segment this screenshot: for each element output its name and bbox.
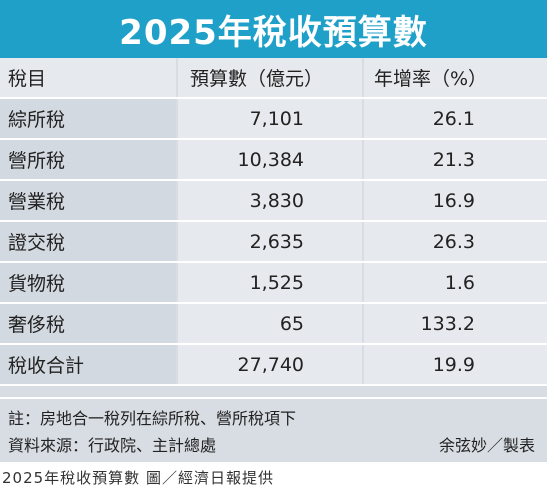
tax-item-cell: 綜所稅 — [0, 99, 176, 138]
table-row: 證交稅 2,635 26.3 — [0, 222, 547, 263]
header-budget: 預算數（億元） — [178, 58, 362, 97]
tax-item-cell: 貨物稅 — [0, 263, 176, 302]
table-row: 貨物稅 1,525 1.6 — [0, 263, 547, 304]
budget-cell: 65 — [178, 304, 362, 343]
tax-item-cell: 稅收合計 — [0, 345, 176, 384]
table-row: 綜所稅 7,101 26.1 — [0, 99, 547, 140]
budget-cell: 1,525 — [178, 263, 362, 302]
tax-item-cell: 證交稅 — [0, 222, 176, 261]
table-body: 綜所稅 7,101 26.1 營所稅 10,384 21.3 營業稅 3,830 16.9 證交稅… — [0, 99, 547, 386]
growth-cell: 26.1 — [364, 99, 547, 138]
table-row: 營業稅 3,830 16.9 — [0, 181, 547, 222]
table-header: 稅目 預算數（億元） 年增率（%） — [0, 58, 547, 99]
growth-cell: 19.9 — [364, 345, 547, 384]
notes-section: 註：房地合一稅列在綜所稅、營所稅項下 資料來源：行政院、主計總處 余弦妙／製表 — [0, 397, 547, 462]
budget-cell: 27,740 — [178, 345, 362, 384]
growth-cell: 133.2 — [364, 304, 547, 343]
title-bar: 2025年稅收預算數 — [0, 0, 547, 58]
budget-cell: 10,384 — [178, 140, 362, 179]
table-row: 奢侈稅 65 133.2 — [0, 304, 547, 345]
growth-cell: 26.3 — [364, 222, 547, 261]
header-growth: 年增率（%） — [364, 58, 547, 97]
table-row: 稅收合計 27,740 19.9 — [0, 345, 547, 386]
source-line: 資料來源：行政院、主計總處 — [8, 436, 217, 455]
budget-cell: 3,830 — [178, 181, 362, 220]
budget-cell: 2,635 — [178, 222, 362, 261]
tax-item-cell: 營業稅 — [0, 181, 176, 220]
footnote: 註：房地合一稅列在綜所稅、營所稅項下 — [8, 409, 297, 428]
image-caption: 2025年稅收預算數 圖／經濟日報提供 — [2, 469, 274, 487]
budget-table: 稅目 預算數（億元） 年增率（%） 綜所稅 7,101 26.1 營所稅 10,384 2… — [0, 58, 547, 386]
chart-title: 2025年稅收預算數 — [119, 12, 428, 53]
credit-line: 余弦妙／製表 — [438, 436, 535, 455]
growth-cell: 1.6 — [364, 263, 547, 302]
tax-budget-figure: 2025年稅收預算數 稅目 預算數（億元） 年增率（%） 綜所稅 7,101 26.… — [0, 0, 547, 462]
table-row: 營所稅 10,384 21.3 — [0, 140, 547, 181]
tax-item-cell: 奢侈稅 — [0, 304, 176, 343]
budget-cell: 7,101 — [178, 99, 362, 138]
growth-cell: 16.9 — [364, 181, 547, 220]
header-tax-item: 稅目 — [0, 58, 176, 97]
tax-item-cell: 營所稅 — [0, 140, 176, 179]
growth-cell: 21.3 — [364, 140, 547, 179]
